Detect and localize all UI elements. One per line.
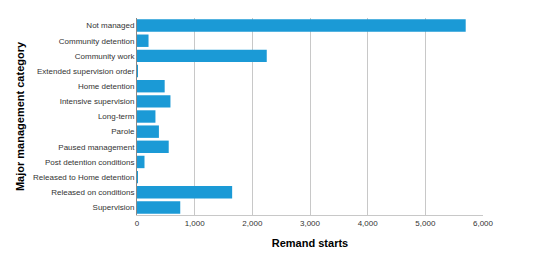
- svg-text:5,000: 5,000: [415, 219, 436, 228]
- svg-text:Community work: Community work: [75, 52, 136, 61]
- svg-text:2,000: 2,000: [242, 219, 263, 228]
- svg-text:Intensive supervision: Intensive supervision: [60, 97, 135, 106]
- svg-text:Long-term: Long-term: [98, 112, 135, 121]
- svg-text:3,000: 3,000: [300, 219, 321, 228]
- svg-text:Not managed: Not managed: [86, 21, 134, 30]
- svg-text:Home detention: Home detention: [78, 82, 134, 91]
- svg-text:0: 0: [135, 219, 140, 228]
- svg-text:Released on conditions: Released on conditions: [51, 188, 134, 197]
- svg-text:Paused management: Paused management: [58, 143, 135, 152]
- svg-text:Released to Home detention: Released to Home detention: [33, 173, 134, 182]
- svg-text:6,000: 6,000: [473, 219, 494, 228]
- svg-text:Remand starts: Remand starts: [272, 237, 348, 249]
- svg-text:Parole: Parole: [111, 127, 135, 136]
- svg-text:Post detention conditions: Post detention conditions: [45, 158, 134, 167]
- svg-text:Major management category: Major management category: [14, 41, 26, 191]
- svg-text:Supervision: Supervision: [93, 203, 135, 212]
- svg-text:Community detention: Community detention: [59, 37, 135, 46]
- svg-text:4,000: 4,000: [358, 219, 379, 228]
- svg-text:Extended supervision order: Extended supervision order: [37, 67, 135, 76]
- svg-text:1,000: 1,000: [185, 219, 206, 228]
